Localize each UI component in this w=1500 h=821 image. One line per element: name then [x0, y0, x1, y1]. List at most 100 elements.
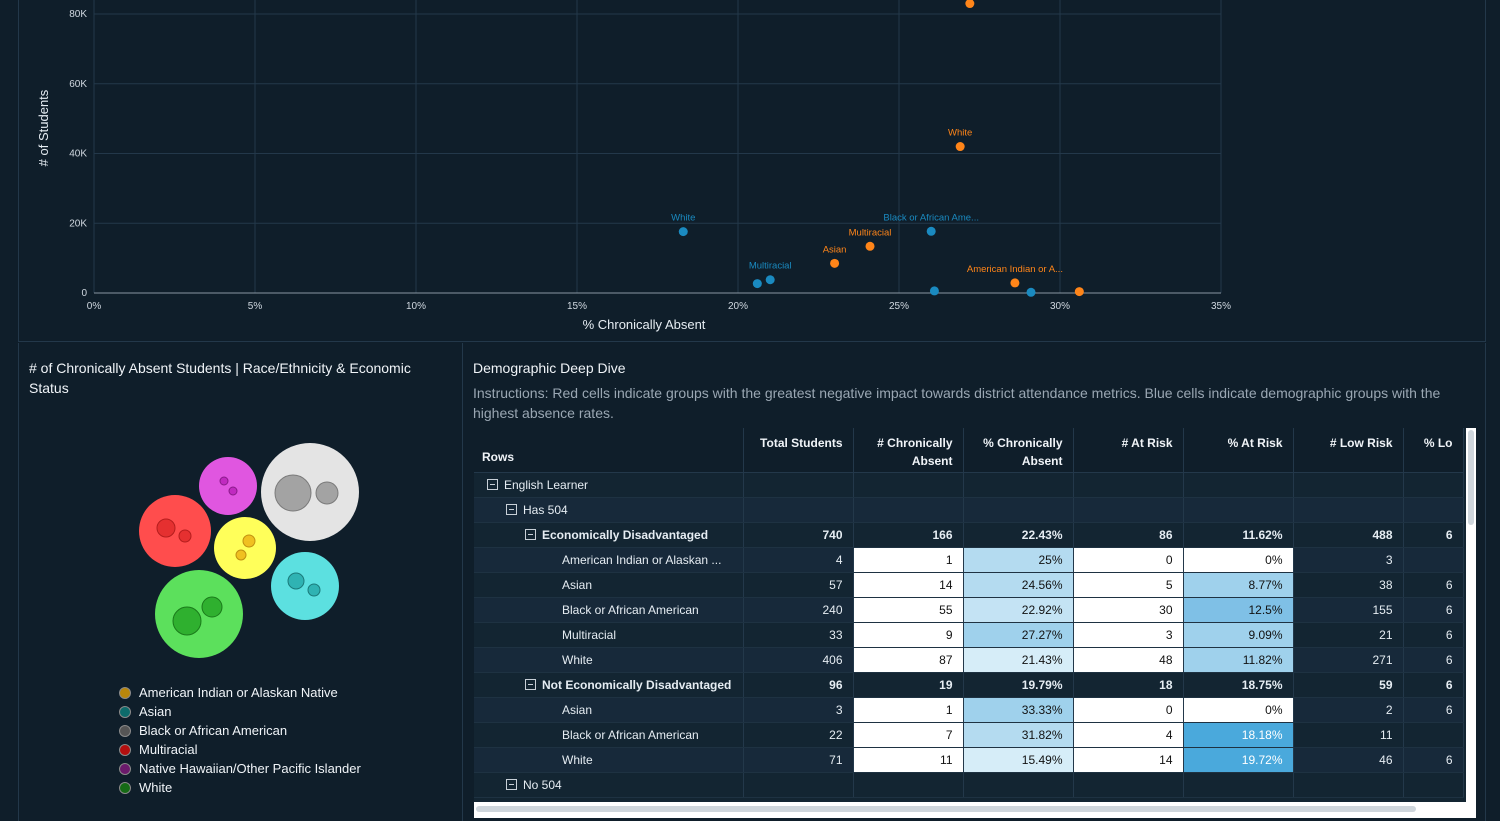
table-row[interactable]: Multiracial 33 9 27.27% 3 9.09% 21 6 — [474, 622, 1464, 648]
scatter-point[interactable] — [1026, 287, 1036, 297]
scatter-point[interactable] — [1010, 278, 1020, 288]
bubble-american-indian-sub[interactable] — [235, 549, 247, 561]
table-cell: 12.5% — [1183, 597, 1294, 623]
bubble-asian-sub[interactable] — [307, 583, 321, 597]
column-header[interactable]: # Chronically Absent — [853, 428, 964, 473]
table-cell: 4 — [743, 547, 854, 573]
legend-item[interactable]: American Indian or Alaskan Native — [119, 683, 361, 702]
row-label: No 504 — [523, 777, 562, 792]
table-cell: 6 — [1403, 522, 1464, 548]
table-row[interactable]: English Learner — [474, 472, 1464, 498]
table-cell: 6 — [1403, 572, 1464, 598]
row-label-cell: Black or African American — [474, 722, 744, 748]
column-header[interactable]: % Chronically Absent — [963, 428, 1074, 473]
bubble-black-sub[interactable] — [315, 481, 339, 505]
legend-label: Asian — [139, 704, 172, 719]
bubble-multiracial-sub[interactable] — [178, 529, 192, 543]
bubble-nhpi-sub[interactable] — [219, 476, 229, 486]
scatter-point-label: Multiracial — [849, 227, 892, 238]
scatter-point[interactable] — [830, 258, 840, 268]
table-cell: 14 — [853, 572, 964, 598]
table-cell: 1 — [853, 547, 964, 573]
table-cell — [1073, 472, 1184, 498]
bubble-nhpi-sub[interactable] — [228, 486, 238, 496]
scatter-point[interactable] — [765, 275, 775, 285]
scatter-point[interactable] — [678, 227, 688, 237]
legend-item[interactable]: Black or African American — [119, 721, 361, 740]
table-cell: 6 — [1403, 622, 1464, 648]
bubble-white-sub[interactable] — [201, 596, 223, 618]
bubble-american-indian-sub[interactable] — [242, 534, 256, 548]
horizontal-scrollbar-thumb[interactable] — [476, 806, 1416, 812]
collapse-icon[interactable] — [487, 478, 498, 490]
table-cell: 271 — [1293, 647, 1404, 673]
legend-item[interactable]: Native Hawaiian/Other Pacific Islander — [119, 759, 361, 778]
table-row[interactable]: No 504 — [474, 772, 1464, 798]
legend-item[interactable]: White — [119, 778, 361, 797]
table-row[interactable]: Asian 3 1 33.33% 0 0% 2 6 — [474, 697, 1464, 723]
scatter-point[interactable] — [929, 286, 939, 296]
table-cell — [1073, 772, 1184, 798]
legend-label: Black or African American — [139, 723, 288, 738]
table-cell: 6 — [1403, 597, 1464, 623]
table-row[interactable]: Asian 57 14 24.56% 5 8.77% 38 6 — [474, 572, 1464, 598]
vertical-scrollbar-thumb[interactable] — [1468, 430, 1474, 525]
collapse-icon[interactable] — [525, 528, 536, 540]
table-row[interactable]: Has 504 — [474, 497, 1464, 523]
table-row[interactable]: White 71 11 15.49% 14 19.72% 46 6 — [474, 747, 1464, 773]
x-axis-title: % Chronically Absent — [583, 317, 706, 332]
collapse-icon[interactable] — [506, 503, 517, 515]
table-cell: 38 — [1293, 572, 1404, 598]
legend-swatch — [119, 724, 131, 737]
table-row[interactable]: Black or African American 240 55 22.92% 30 12… — [474, 597, 1464, 623]
scatter-point[interactable] — [955, 142, 965, 152]
table-cell: 46 — [1293, 747, 1404, 773]
row-label: Multiracial — [562, 627, 617, 642]
row-label-cell: English Learner — [474, 472, 744, 498]
scatter-point[interactable] — [1074, 287, 1084, 297]
bubble-cluster-nhpi[interactable] — [199, 457, 257, 515]
bubble-cluster-american-indian[interactable] — [214, 517, 276, 579]
bubble-cluster-white[interactable] — [155, 570, 243, 658]
legend-item[interactable]: Multiracial — [119, 740, 361, 759]
column-header[interactable]: Total Students — [743, 428, 854, 473]
bubble-asian[interactable] — [271, 552, 339, 620]
bubble-black-sub[interactable] — [274, 474, 312, 512]
scatter-point[interactable] — [865, 241, 875, 251]
bubble-white-sub[interactable] — [172, 606, 202, 636]
column-header[interactable]: # Low Risk — [1293, 428, 1404, 473]
table-row[interactable]: White 406 87 21.43% 48 11.82% 271 6 — [474, 647, 1464, 673]
bubble-american-indian[interactable] — [214, 517, 276, 579]
scatter-point[interactable] — [926, 226, 936, 236]
table-row[interactable]: Economically Disadvantaged 740 166 22.43% 86… — [474, 522, 1464, 548]
table-cell: 22.43% — [963, 522, 1074, 548]
scatter-point[interactable] — [965, 0, 975, 9]
bubble-cluster-multiracial[interactable] — [139, 495, 211, 567]
bubble-asian-sub[interactable] — [287, 572, 305, 590]
scatter-point[interactable] — [752, 279, 762, 289]
table-cell: 740 — [743, 522, 854, 548]
legend-swatch — [119, 762, 131, 775]
bubble-multiracial-sub[interactable] — [156, 518, 176, 538]
row-label-cell: White — [474, 747, 744, 773]
row-label-cell: Not Economically Disadvantaged — [474, 672, 744, 698]
table-cell — [743, 497, 854, 523]
table-row[interactable]: Black or African American 22 7 31.82% 4 18.18… — [474, 722, 1464, 748]
collapse-icon[interactable] — [506, 778, 517, 790]
table-cell: 0 — [1073, 697, 1184, 723]
bubble-nhpi[interactable] — [199, 457, 257, 515]
vertical-scrollbar-track[interactable] — [1466, 428, 1476, 818]
bubble-cluster-black[interactable] — [261, 443, 359, 541]
legend-item[interactable]: Asian — [119, 702, 361, 721]
table-cell: 4 — [1073, 722, 1184, 748]
pivot-table[interactable]: Rows Total Students # Chronically Absent% … — [474, 428, 1476, 818]
collapse-icon[interactable] — [525, 678, 536, 690]
table-row[interactable]: American Indian or Alaskan ... 4 1 25% 0 0% 3 — [474, 547, 1464, 573]
column-header[interactable]: # At Risk — [1073, 428, 1184, 473]
x-tick-label: 30% — [1050, 301, 1070, 312]
table-row[interactable]: Not Economically Disadvantaged 96 19 19.79%… — [474, 672, 1464, 698]
bubble-cluster-asian[interactable] — [271, 552, 339, 620]
column-header[interactable]: % Lo — [1403, 428, 1464, 473]
column-header[interactable]: % At Risk — [1183, 428, 1294, 473]
rows-header[interactable]: Rows — [474, 428, 744, 473]
